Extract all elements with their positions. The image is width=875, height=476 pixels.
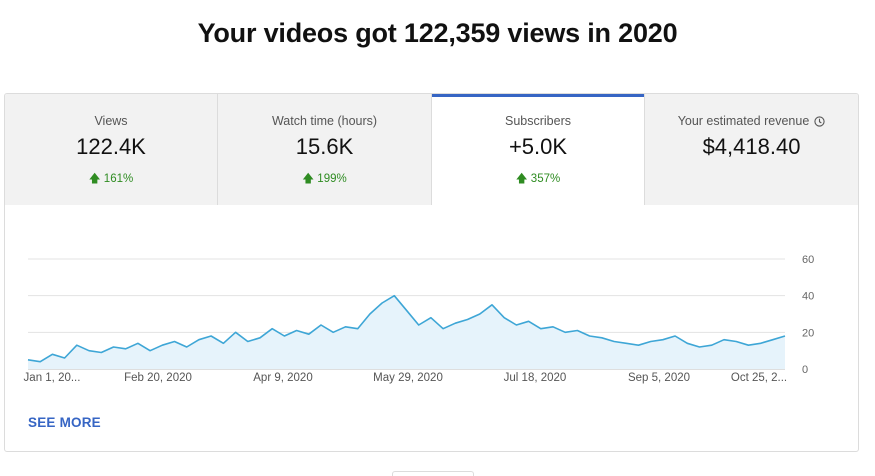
tab-change: 🡅 199% (218, 171, 431, 190)
tab-value: 15.6K (295, 134, 354, 159)
x-tick-label: Oct 25, 2... (731, 372, 787, 384)
clock-icon[interactable] (814, 116, 825, 127)
analytics-card: Views 122.4K 🡅 161% Watch time (hours) 1… (4, 93, 859, 452)
tab-change: 🡅 357% (432, 171, 644, 190)
tab-estimated-revenue[interactable]: Your estimated revenue $4,418.40 (645, 94, 858, 205)
tab-label: Your estimated revenue (645, 114, 858, 128)
tab-label-text: Your estimated revenue (677, 114, 810, 128)
page-title: Your videos got 122,359 views in 2020 (197, 18, 678, 48)
x-tick-label: May 29, 2020 (373, 372, 443, 384)
y-tick-label: 60 (802, 254, 814, 266)
tab-label: Views (94, 114, 128, 128)
see-more-link[interactable]: SEE MORE (28, 415, 101, 430)
tab-label: Subscribers (505, 114, 571, 128)
active-tab-indicator (432, 94, 644, 97)
x-tick-label: Apr 9, 2020 (253, 372, 312, 384)
tab-views[interactable]: Views 122.4K 🡅 161% (5, 94, 218, 205)
tab-subscribers[interactable]: Subscribers +5.0K 🡅 357% (432, 94, 645, 205)
next-card-edge (392, 471, 474, 476)
y-tick-label: 20 (802, 327, 814, 339)
chart-svg: 0 20 40 60 Jan 1, 20... Feb 20, 2020 Apr 9, 20… (24, 254, 815, 384)
arrow-up-icon: 🡅 (515, 173, 528, 185)
change-percent: 357% (530, 173, 561, 185)
x-tick-label: Jul 18, 2020 (504, 372, 567, 384)
tab-value: 122.4K (76, 134, 146, 159)
arrow-up-icon: 🡅 (88, 173, 101, 185)
x-tick-label: Sep 5, 2020 (628, 372, 690, 384)
y-tick-label: 40 (802, 291, 814, 303)
tab-value: $4,418.40 (702, 134, 801, 159)
series-area (28, 295, 785, 369)
metric-tabs: Views 122.4K 🡅 161% Watch time (hours) 1… (5, 94, 858, 205)
chart: 0 20 40 60 Jan 1, 20... Feb 20, 2020 Apr 9, 20… (5, 205, 858, 385)
x-tick-label: Feb 20, 2020 (124, 372, 192, 384)
tab-label: Watch time (hours) (271, 114, 378, 128)
change-percent: 199% (317, 173, 347, 185)
tab-change: 🡅 161% (5, 171, 217, 190)
series-line (27, 294, 786, 363)
tab-value: +5.0K (508, 134, 568, 159)
x-tick-label: Jan 1, 20... (24, 372, 81, 384)
change-percent: 161% (103, 173, 134, 185)
arrow-up-icon: 🡅 (302, 173, 315, 185)
y-tick-label: 0 (802, 364, 808, 376)
tab-watch-time[interactable]: Watch time (hours) 15.6K 🡅 199% (218, 94, 432, 205)
